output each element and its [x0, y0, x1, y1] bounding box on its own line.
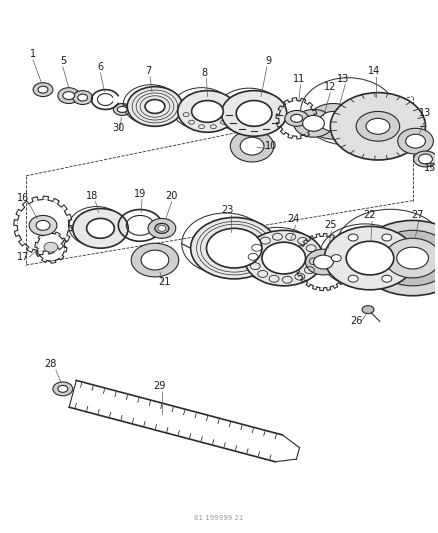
Text: 22: 22: [364, 211, 376, 221]
Ellipse shape: [117, 107, 127, 112]
Text: 13: 13: [419, 108, 431, 118]
Ellipse shape: [191, 217, 278, 279]
Ellipse shape: [373, 230, 438, 286]
Ellipse shape: [331, 255, 341, 262]
Text: 26: 26: [350, 317, 362, 327]
Ellipse shape: [113, 103, 131, 116]
Ellipse shape: [29, 215, 57, 235]
Ellipse shape: [73, 91, 92, 104]
Text: 23: 23: [221, 205, 233, 214]
Text: 12: 12: [324, 82, 336, 92]
Ellipse shape: [141, 250, 169, 270]
Text: 24: 24: [287, 214, 300, 224]
Ellipse shape: [362, 305, 374, 313]
Ellipse shape: [303, 116, 325, 131]
Ellipse shape: [33, 83, 53, 96]
Text: 30: 30: [112, 123, 124, 133]
Text: 81 199999 21: 81 199999 21: [194, 515, 243, 521]
Ellipse shape: [385, 238, 438, 278]
Ellipse shape: [306, 249, 341, 275]
Ellipse shape: [155, 223, 169, 233]
Ellipse shape: [307, 103, 359, 139]
Ellipse shape: [240, 137, 264, 155]
Text: 18: 18: [86, 191, 99, 200]
Ellipse shape: [348, 234, 358, 241]
Ellipse shape: [44, 242, 58, 252]
Ellipse shape: [358, 221, 438, 296]
Ellipse shape: [314, 255, 333, 269]
Ellipse shape: [397, 247, 428, 269]
Text: 14: 14: [368, 66, 380, 76]
Ellipse shape: [406, 134, 425, 148]
Ellipse shape: [291, 115, 303, 123]
Text: 9: 9: [266, 56, 272, 66]
Ellipse shape: [127, 87, 183, 126]
Ellipse shape: [382, 275, 392, 282]
Ellipse shape: [244, 230, 323, 286]
Text: 6: 6: [97, 62, 103, 72]
Text: 15: 15: [424, 163, 437, 173]
Ellipse shape: [356, 111, 400, 141]
Ellipse shape: [398, 128, 433, 154]
Ellipse shape: [178, 91, 237, 132]
Ellipse shape: [58, 87, 80, 103]
Ellipse shape: [87, 219, 114, 238]
Ellipse shape: [63, 92, 75, 100]
Ellipse shape: [36, 221, 50, 230]
Ellipse shape: [158, 225, 166, 231]
Ellipse shape: [53, 382, 73, 396]
Ellipse shape: [230, 130, 274, 162]
Ellipse shape: [78, 94, 88, 101]
Ellipse shape: [155, 223, 169, 233]
Text: 25: 25: [324, 220, 336, 230]
Ellipse shape: [399, 255, 409, 262]
Ellipse shape: [366, 118, 390, 134]
Ellipse shape: [192, 101, 223, 123]
Ellipse shape: [285, 110, 308, 126]
Text: 11: 11: [293, 74, 305, 84]
Ellipse shape: [58, 385, 68, 392]
Ellipse shape: [236, 101, 272, 126]
Ellipse shape: [148, 219, 176, 238]
Ellipse shape: [131, 243, 179, 277]
Text: 17: 17: [17, 252, 29, 262]
Text: 13: 13: [337, 74, 350, 84]
Ellipse shape: [319, 111, 347, 131]
Ellipse shape: [325, 227, 416, 290]
Ellipse shape: [145, 100, 165, 114]
Ellipse shape: [206, 228, 262, 268]
Ellipse shape: [38, 86, 48, 93]
Text: 5: 5: [60, 56, 66, 66]
Ellipse shape: [330, 93, 425, 160]
Text: 29: 29: [154, 381, 166, 391]
Text: 28: 28: [45, 359, 57, 369]
Text: 20: 20: [166, 191, 178, 200]
Text: 27: 27: [411, 211, 424, 221]
Text: 16: 16: [17, 192, 29, 203]
Text: 8: 8: [201, 68, 208, 78]
Ellipse shape: [294, 109, 333, 137]
Ellipse shape: [346, 241, 394, 275]
Text: 19: 19: [134, 189, 146, 199]
Text: 7: 7: [145, 66, 151, 76]
Ellipse shape: [382, 234, 392, 241]
Text: 21: 21: [159, 277, 171, 287]
Ellipse shape: [262, 242, 306, 274]
Ellipse shape: [73, 208, 128, 248]
Ellipse shape: [413, 151, 438, 167]
Text: 10: 10: [265, 141, 277, 151]
Text: 1: 1: [30, 49, 36, 59]
Ellipse shape: [221, 91, 287, 136]
Ellipse shape: [348, 275, 358, 282]
Ellipse shape: [419, 154, 432, 164]
